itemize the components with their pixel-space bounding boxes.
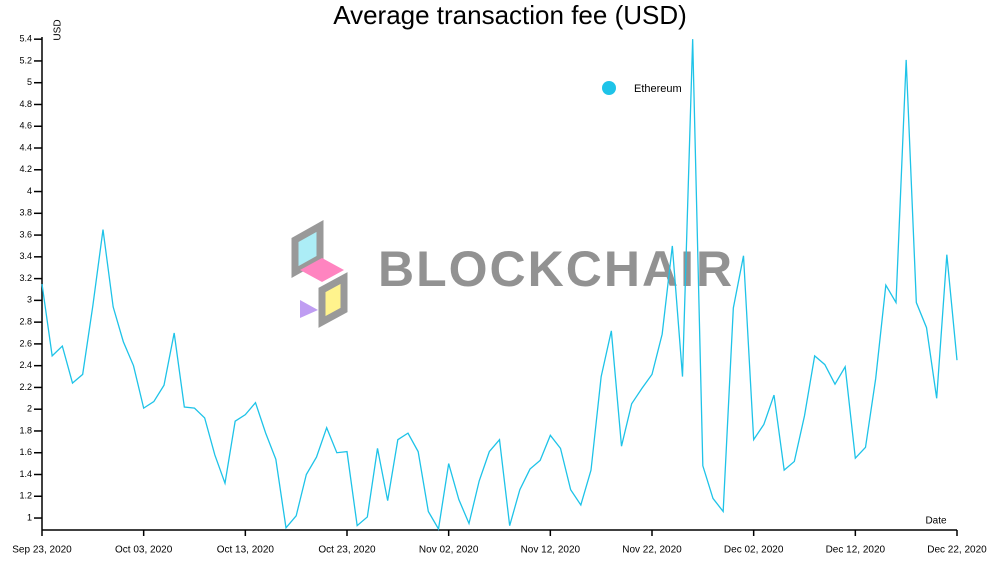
y-tick-label: 5.4 — [19, 34, 32, 44]
y-tick-label: 3.8 — [19, 208, 32, 218]
logo-part — [300, 300, 318, 318]
y-tick-label: 3.2 — [19, 273, 32, 283]
x-tick-label: Nov 22, 2020 — [622, 545, 682, 556]
x-tick-label: Dec 22, 2020 — [927, 545, 987, 556]
y-tick-label: 4 — [27, 186, 32, 196]
y-tick-label: 4.6 — [19, 121, 32, 131]
y-tick-label: 2.6 — [19, 338, 32, 348]
y-tick-label: 4.2 — [19, 164, 32, 174]
y-tick-label: 1.6 — [19, 447, 32, 457]
x-axis-label: Date — [925, 516, 947, 527]
y-tick-label: 2.8 — [19, 317, 32, 327]
x-tick-label: Oct 23, 2020 — [318, 545, 376, 556]
x-tick-label: Dec 12, 2020 — [826, 545, 886, 556]
y-tick-label: 3.6 — [19, 229, 32, 239]
y-tick-label: 5 — [27, 77, 32, 87]
x-tick-label: Nov 12, 2020 — [521, 545, 581, 556]
data-line — [41, 39, 958, 531]
watermark: BLOCKCHAIR — [291, 220, 734, 328]
y-tick-label: 3 — [27, 295, 32, 305]
y-tick-label: 1 — [27, 512, 32, 522]
y-tick-label: 1.8 — [19, 425, 32, 435]
x-tick-label: Oct 03, 2020 — [115, 545, 173, 556]
x-tick-label: Dec 02, 2020 — [724, 545, 784, 556]
y-tick-label: 1.2 — [19, 491, 32, 501]
x-tick-label: Nov 02, 2020 — [419, 545, 479, 556]
x-tick-label: Oct 13, 2020 — [217, 545, 275, 556]
y-tick-label: 2.2 — [19, 382, 32, 392]
legend-marker — [602, 81, 616, 95]
legend-label: Ethereum — [634, 83, 682, 95]
y-tick-label: 2.4 — [19, 360, 32, 370]
logo-part — [300, 258, 344, 282]
y-tick-label: 5.2 — [19, 55, 32, 65]
y-tick-label: 4.4 — [19, 142, 32, 152]
y-tick-label: 1.4 — [19, 469, 32, 479]
y-tick-label: 4.8 — [19, 99, 32, 109]
y-axis-label: USD — [53, 19, 64, 40]
watermark-text: BLOCKCHAIR — [378, 241, 734, 297]
logo-part — [291, 220, 324, 278]
logo-part — [318, 272, 348, 328]
chart-title: Average transaction fee (USD) — [333, 0, 687, 30]
y-tick-label: 3.4 — [19, 251, 32, 261]
y-tick-label: 2 — [27, 404, 32, 414]
x-tick-label: Sep 23, 2020 — [12, 545, 72, 556]
